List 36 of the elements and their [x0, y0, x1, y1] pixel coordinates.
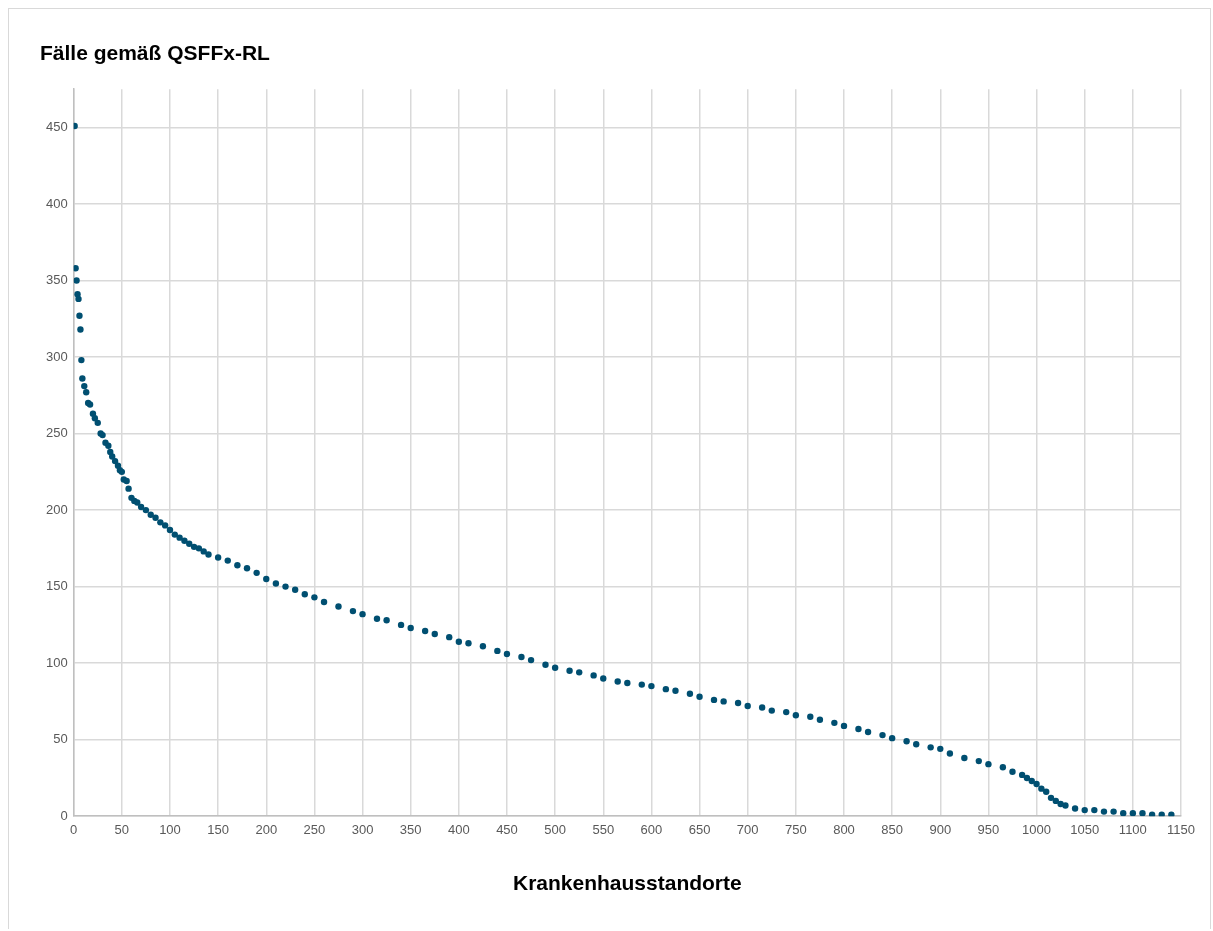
y-tick-label: 350 — [45, 272, 68, 288]
x-tick-label: 0 — [70, 821, 78, 837]
x-tick-label: 400 — [447, 821, 470, 837]
y-tick-label: 150 — [45, 578, 68, 594]
x-tick-label: 50 — [114, 821, 130, 837]
x-tick-label: 300 — [351, 821, 374, 837]
x-axis-title: Krankenhausstandorte — [512, 871, 742, 895]
x-tick-label: 1000 — [1022, 821, 1052, 837]
x-tick-label: 100 — [159, 821, 181, 837]
chart-title: Fälle gemäß QSFFx-RL — [40, 41, 271, 65]
x-tick-label: 800 — [833, 821, 855, 837]
x-tick-label: 950 — [977, 821, 1000, 837]
x-tick-label: 600 — [640, 821, 663, 837]
x-tick-label: 1100 — [1118, 821, 1147, 837]
y-tick-label: 250 — [45, 425, 68, 441]
x-tick-label: 1150 — [1167, 821, 1195, 837]
x-tick-label: 450 — [496, 821, 518, 837]
x-tick-label: 1050 — [1070, 821, 1100, 837]
x-tick-label: 650 — [688, 821, 711, 837]
x-tick-label: 700 — [736, 821, 759, 837]
y-tick-label: 400 — [45, 195, 68, 211]
y-tick-label: 50 — [53, 731, 68, 747]
y-tick-label: 300 — [45, 348, 68, 364]
y-tick-label: 200 — [45, 501, 68, 517]
y-tick-label: 450 — [45, 119, 68, 135]
x-tick-label: 900 — [929, 821, 952, 837]
x-tick-label: 500 — [544, 821, 566, 837]
y-tick-label: 100 — [45, 654, 68, 670]
y-tick-label: 0 — [60, 807, 68, 823]
x-tick-label: 200 — [255, 821, 278, 837]
x-tick-label: 350 — [399, 821, 422, 837]
x-tick-label: 750 — [785, 821, 807, 837]
x-tick-label: 850 — [881, 821, 903, 837]
x-tick-label: 150 — [207, 821, 229, 837]
x-tick-label: 250 — [303, 821, 326, 837]
x-tick-label: 550 — [592, 821, 615, 837]
